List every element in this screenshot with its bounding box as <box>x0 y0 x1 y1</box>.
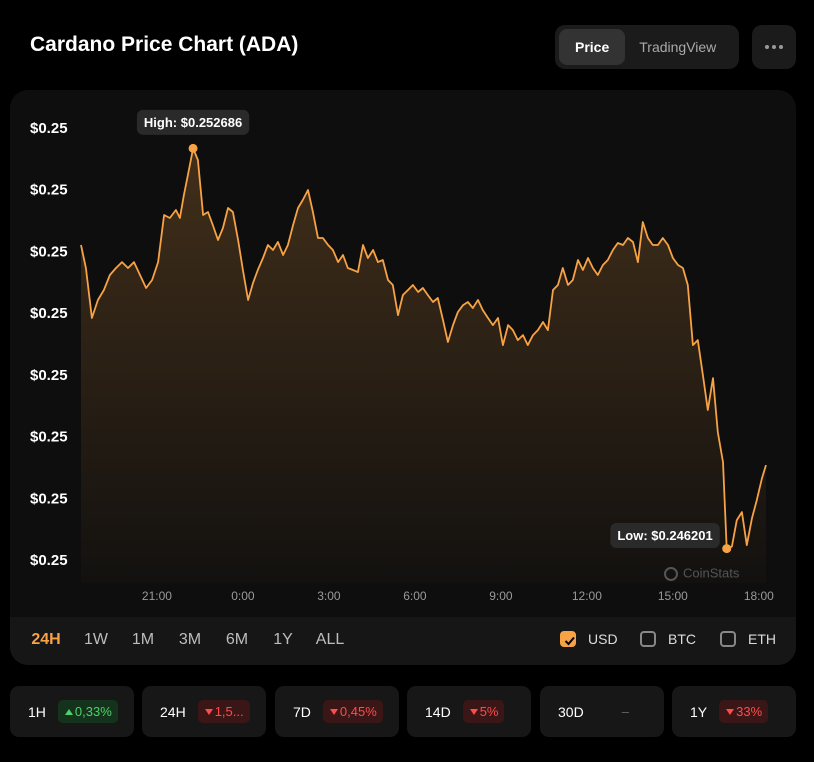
stat-value: – <box>621 704 629 719</box>
stat-card: 14D 5% <box>407 686 531 737</box>
check-icon <box>564 636 575 646</box>
range-button[interactable]: 1M <box>131 631 155 648</box>
stat-change: 33% <box>719 700 769 723</box>
stat-card: 24H 1,5... <box>142 686 266 737</box>
checkbox <box>640 631 656 647</box>
y-tick-label: $0.25 <box>30 429 68 446</box>
high-annotation: High: $0.252686 <box>136 109 250 135</box>
range-button[interactable]: 1Y <box>273 631 293 648</box>
chart: $0.25 $0.25 $0.25 $0.25 $0.25 $0.25 $0.25 $0.25… <box>30 109 774 603</box>
currency-label: ETH <box>748 631 776 647</box>
x-tick-label: 9:00 <box>489 589 513 603</box>
stat-period: 1H <box>28 703 46 720</box>
range-button[interactable]: 3M <box>178 631 202 648</box>
more-icon <box>765 45 783 49</box>
currency-label: BTC <box>668 631 696 647</box>
watermark-icon <box>664 567 678 581</box>
stat-change: 1,5... <box>197 700 250 723</box>
y-tick-label: $0.25 <box>30 243 68 260</box>
checkbox <box>720 631 736 647</box>
currency-toggle[interactable]: USD <box>560 631 618 647</box>
range-button[interactable]: 1W <box>84 631 108 648</box>
y-tick-label: $0.25 <box>30 367 68 384</box>
stat-change: 0,33% <box>57 700 118 723</box>
more-button[interactable] <box>752 25 796 69</box>
down-arrow <box>329 708 338 715</box>
stat-period: 7D <box>293 703 311 720</box>
chart-panel: $0.25 $0.25 $0.25 $0.25 $0.25 $0.25 $0.25 $0.25… <box>10 90 796 665</box>
view-tab[interactable]: TradingView <box>639 39 717 55</box>
chart-controls: 24H 1W 1M 3M 6M 1Y ALL USD BTC ETH <box>10 617 796 665</box>
x-tick-label: 21:00 <box>142 589 172 603</box>
price-area <box>81 148 766 583</box>
stat-card: 7D 0,45% <box>275 686 399 737</box>
stat-value: 0,45% <box>339 704 377 719</box>
stat-card: 30D – <box>540 686 664 737</box>
watermark: CoinStats <box>683 565 740 580</box>
range-button[interactable]: 24H <box>31 631 61 648</box>
down-arrow <box>204 708 213 715</box>
x-tick-label: 18:00 <box>744 589 774 603</box>
x-tick-label: 0:00 <box>231 589 255 603</box>
stat-period: 24H <box>160 703 186 720</box>
up-arrow <box>64 708 73 715</box>
stat-card: 1Y 33% <box>672 686 796 737</box>
range-button[interactable]: 6M <box>225 631 249 648</box>
low-annotation: Low: $0.246201 <box>610 523 720 549</box>
currency-label: USD <box>588 631 618 647</box>
view-tab[interactable]: Price <box>559 29 626 65</box>
currency-toggle[interactable]: ETH <box>720 631 776 647</box>
stat-change: 5% <box>462 700 505 723</box>
stat-period: 1Y <box>690 703 708 720</box>
annotation-label: High: $0.252686 <box>144 115 242 130</box>
low-point <box>722 544 732 554</box>
view-tabs: Price TradingView <box>555 25 739 69</box>
y-tick-label: $0.25 <box>30 182 68 199</box>
x-tick-label: 12:00 <box>572 589 602 603</box>
stat-period: 30D <box>558 703 584 720</box>
down-arrow <box>469 708 478 715</box>
y-tick-label: $0.25 <box>30 305 68 322</box>
stat-value: 1,5... <box>214 704 244 719</box>
stat-value: 0,33% <box>74 704 112 719</box>
annotation-box <box>610 523 720 549</box>
price-line <box>80 147 767 550</box>
x-tick-label: 6:00 <box>403 589 427 603</box>
annotation-label: Low: $0.246201 <box>617 528 712 543</box>
stat-value: 33% <box>736 704 763 719</box>
stat-value: 5% <box>479 704 499 719</box>
y-tick-label: $0.25 <box>30 120 68 137</box>
range-button[interactable]: ALL <box>315 631 345 648</box>
x-tick-label: 15:00 <box>658 589 688 603</box>
y-tick-label: $0.25 <box>30 552 68 569</box>
annotation-box <box>136 109 250 135</box>
currency-toggle[interactable]: BTC <box>640 631 696 647</box>
y-tick-label: $0.25 <box>30 490 68 507</box>
stat-card: 1H 0,33% <box>10 686 134 737</box>
stat-period: 14D <box>425 703 451 720</box>
down-arrow <box>726 708 735 715</box>
stat-change: 0,45% <box>322 700 383 723</box>
stat-change: – <box>616 700 635 723</box>
x-tick-label: 3:00 <box>317 589 341 603</box>
page-title: Cardano Price Chart (ADA) <box>30 33 299 56</box>
checkbox <box>560 631 576 647</box>
high-point <box>188 143 198 153</box>
